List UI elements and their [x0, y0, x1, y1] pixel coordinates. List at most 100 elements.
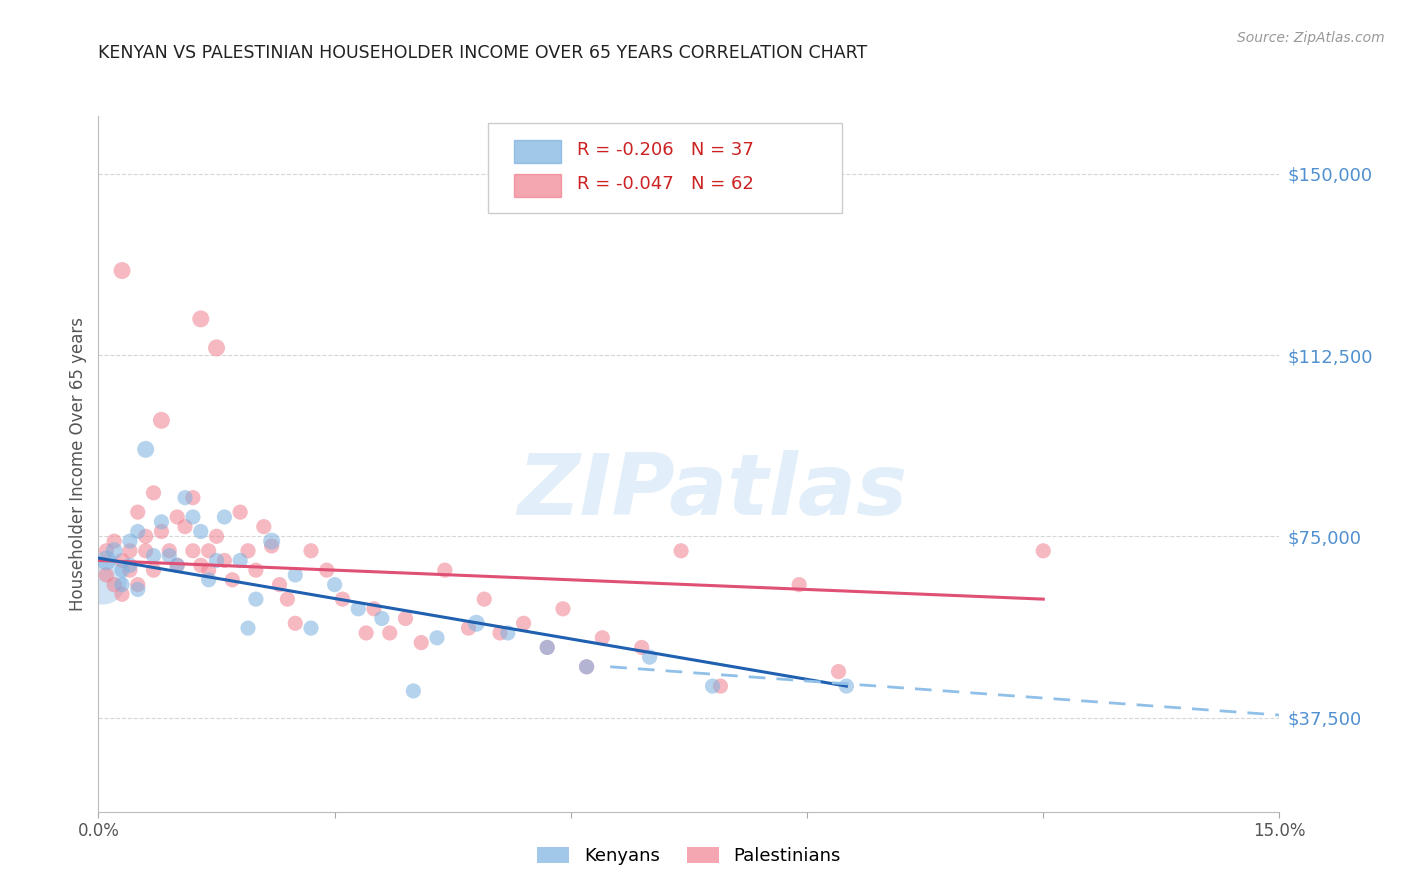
Point [253, 519, 276, 533]
Point [426, 631, 449, 645]
Point [269, 577, 291, 591]
Point [347, 602, 370, 616]
Point [135, 529, 157, 543]
Point [299, 543, 322, 558]
Point [111, 587, 134, 601]
Point [118, 558, 141, 573]
Point [465, 616, 488, 631]
Point [457, 621, 479, 635]
Point [702, 679, 724, 693]
Point [236, 543, 259, 558]
Point [638, 650, 661, 665]
Point [205, 529, 228, 543]
Point [111, 577, 134, 591]
Point [591, 631, 613, 645]
Point [127, 577, 149, 591]
Point [551, 602, 574, 616]
Point [96, 543, 118, 558]
FancyBboxPatch shape [515, 140, 561, 163]
Point [214, 553, 236, 567]
Text: Source: ZipAtlas.com: Source: ZipAtlas.com [1237, 31, 1385, 45]
Point [127, 505, 149, 519]
Point [260, 539, 283, 553]
Point [103, 577, 125, 591]
Point [245, 563, 267, 577]
Point [181, 491, 204, 505]
Point [118, 543, 141, 558]
Text: ZIPatlas: ZIPatlas [517, 450, 908, 533]
Point [166, 558, 188, 573]
Point [236, 621, 259, 635]
Point [135, 442, 157, 457]
Point [411, 635, 433, 649]
Point [150, 524, 173, 539]
Point [90, 573, 112, 587]
Point [835, 679, 858, 693]
Point [127, 524, 149, 539]
Point [181, 510, 204, 524]
Point [214, 510, 236, 524]
Point [363, 602, 385, 616]
Point [260, 534, 283, 549]
Point [157, 549, 180, 563]
Point [245, 592, 267, 607]
Text: R = -0.047   N = 62: R = -0.047 N = 62 [576, 175, 754, 194]
Point [827, 665, 849, 679]
Point [150, 515, 173, 529]
Point [323, 577, 346, 591]
Point [489, 626, 512, 640]
Point [135, 543, 157, 558]
Point [197, 573, 219, 587]
Point [472, 592, 495, 607]
Point [630, 640, 652, 655]
Point [536, 640, 558, 655]
Text: R = -0.206   N = 37: R = -0.206 N = 37 [576, 141, 754, 159]
Point [197, 563, 219, 577]
Point [284, 568, 307, 582]
Point [197, 543, 219, 558]
Point [127, 582, 149, 597]
Point [284, 616, 307, 631]
Point [142, 563, 165, 577]
Point [394, 611, 416, 625]
Point [1032, 543, 1054, 558]
FancyBboxPatch shape [515, 174, 561, 196]
Point [315, 563, 337, 577]
Point [142, 485, 165, 500]
Point [536, 640, 558, 655]
Text: KENYAN VS PALESTINIAN HOUSEHOLDER INCOME OVER 65 YEARS CORRELATION CHART: KENYAN VS PALESTINIAN HOUSEHOLDER INCOME… [98, 45, 868, 62]
FancyBboxPatch shape [488, 123, 842, 213]
Point [103, 543, 125, 558]
Point [190, 524, 212, 539]
Point [378, 626, 401, 640]
Point [103, 534, 125, 549]
Point [118, 563, 141, 577]
Point [354, 626, 377, 640]
Point [221, 573, 243, 587]
Point [371, 611, 394, 625]
Point [276, 592, 298, 607]
Point [229, 553, 252, 567]
Point [512, 616, 534, 631]
Legend: Kenyans, Palestinians: Kenyans, Palestinians [527, 838, 851, 874]
Point [96, 568, 118, 582]
Point [174, 519, 197, 533]
Point [111, 553, 134, 567]
Y-axis label: Householder Income Over 65 years: Householder Income Over 65 years [69, 317, 87, 611]
Point [142, 549, 165, 563]
Point [496, 626, 519, 640]
Point [299, 621, 322, 635]
Point [229, 505, 252, 519]
Point [174, 491, 197, 505]
Point [190, 312, 212, 326]
Point [205, 553, 228, 567]
Point [433, 563, 456, 577]
Point [111, 563, 134, 577]
Point [205, 341, 228, 355]
Point [166, 558, 188, 573]
Point [150, 413, 173, 427]
Point [118, 534, 141, 549]
Point [96, 553, 118, 567]
Point [166, 510, 188, 524]
Point [332, 592, 354, 607]
